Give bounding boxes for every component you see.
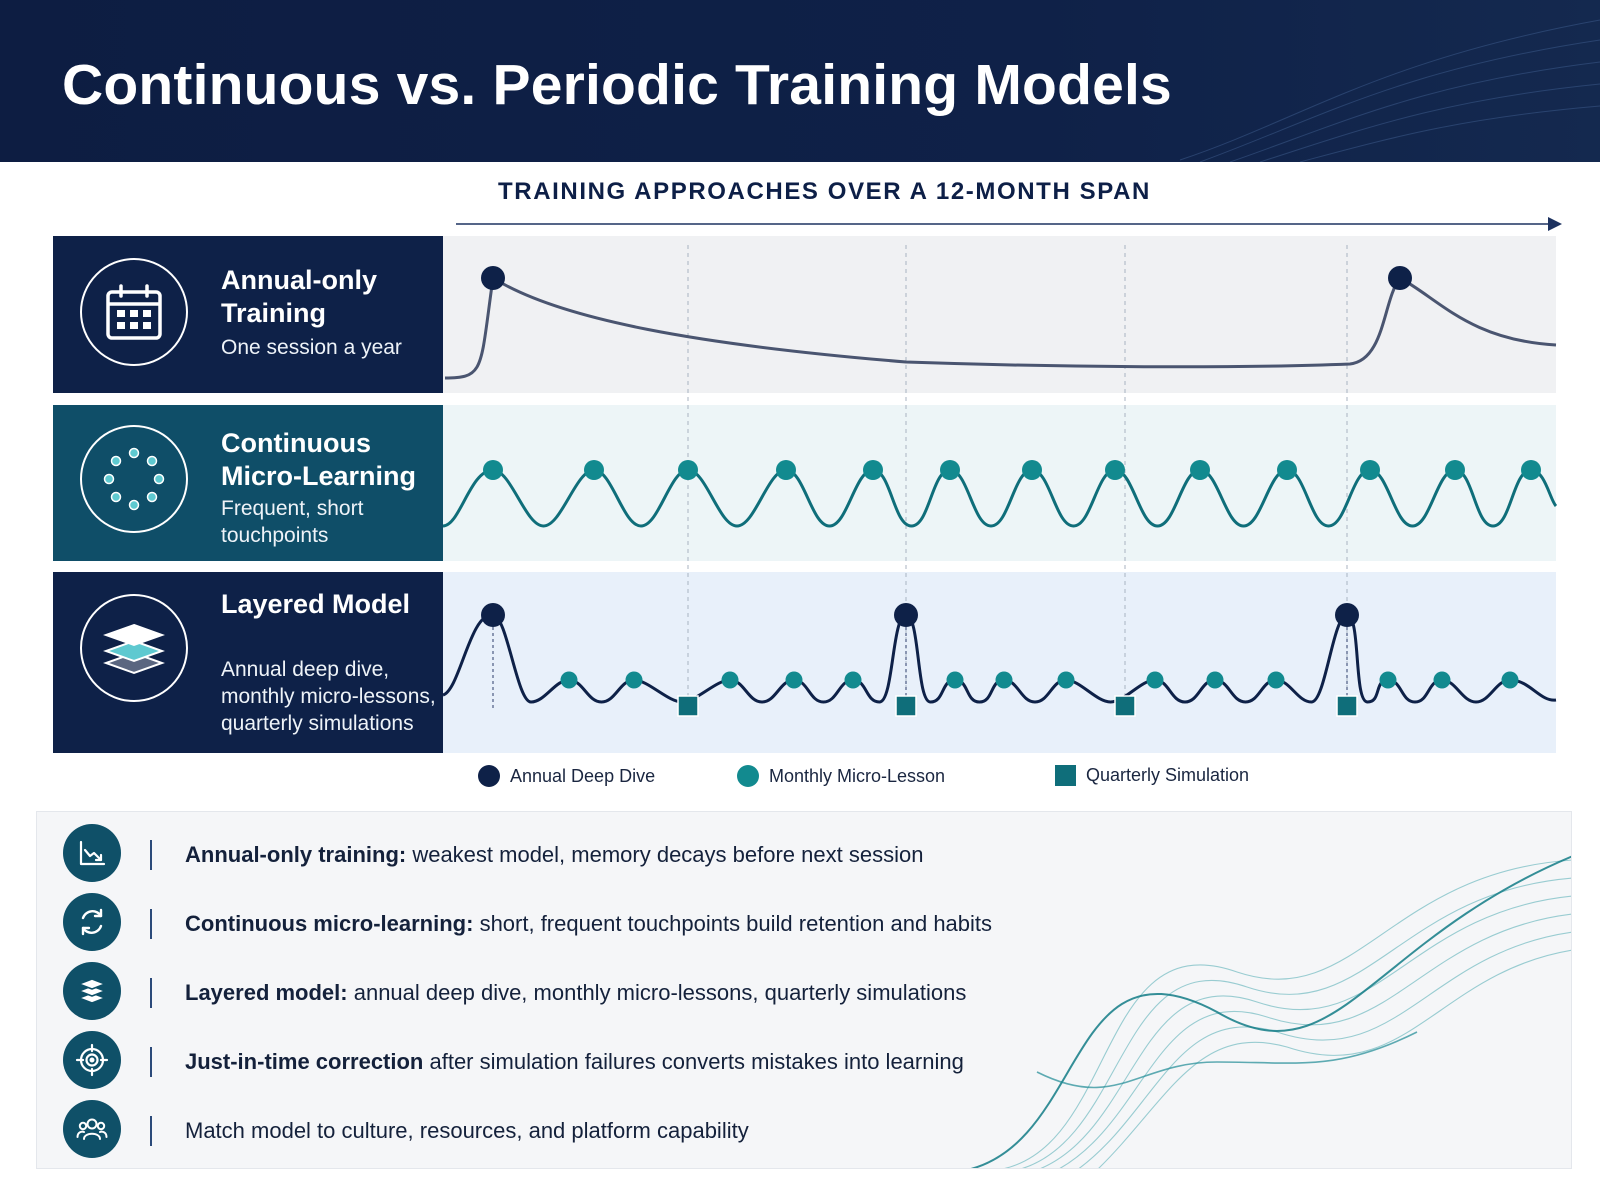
legend-quarterly-marker — [1055, 765, 1076, 786]
target-icon — [63, 1031, 121, 1089]
micro-lesson-dot — [946, 671, 964, 689]
timeline-arrow — [456, 217, 1562, 231]
micro-lesson-dot — [844, 671, 862, 689]
header-wave-decoration — [1179, 19, 1600, 162]
summary-text-match: Match model to culture, resources, and p… — [185, 1118, 749, 1143]
header-banner: Continuous vs. Periodic Training Models — [0, 0, 1600, 162]
quarterly-simulation-square — [1114, 695, 1136, 717]
quarterly-simulation-square — [677, 695, 699, 717]
layered-model-wave — [442, 613, 1557, 704]
layered-row-band — [443, 572, 1556, 753]
layers-icon — [63, 962, 121, 1020]
dotted-circle-icon — [80, 425, 188, 533]
micro-lesson-dot — [483, 460, 503, 480]
continuous-learning-subtitle: Frequent, short touchpoints — [221, 497, 364, 547]
summary-panel: Annual-only training: weakest model, mem… — [36, 811, 1572, 1169]
continuous-learning-wave — [442, 468, 1558, 528]
legend-quarterly-label: Quarterly Simulation — [1086, 765, 1250, 785]
summary-text-layered: Layered model: annual deep dive, monthly… — [185, 980, 967, 1005]
legend-annual-marker — [478, 765, 500, 787]
cycle-arrows-icon — [63, 893, 121, 951]
micro-lesson-dot — [863, 460, 883, 480]
micro-lesson-dot — [1190, 460, 1210, 480]
micro-lesson-dot — [1267, 671, 1285, 689]
micro-lesson-dot — [1022, 460, 1042, 480]
micro-lesson-dot — [560, 671, 578, 689]
summary-divider — [150, 978, 152, 1008]
continuous-learning-title: Continuous Micro-Learning — [221, 428, 417, 491]
annual-retention-curve — [444, 275, 1557, 380]
micro-lesson-dot — [1146, 671, 1164, 689]
timeline-title: TRAINING APPROACHES OVER A 12-MONTH SPAN — [498, 178, 1151, 205]
micro-lesson-dot — [1379, 671, 1397, 689]
summary-text-continuous: Continuous micro-learning: short, freque… — [185, 911, 993, 936]
calendar-icon — [80, 258, 188, 366]
summary-divider — [150, 1116, 152, 1146]
micro-lesson-dot — [785, 671, 803, 689]
people-group-icon — [63, 1100, 121, 1158]
micro-lesson-dot — [1445, 460, 1465, 480]
micro-lesson-dot — [721, 671, 739, 689]
continuous-row-band — [443, 405, 1556, 561]
annual-session-dot — [1388, 266, 1412, 290]
layered-model-title: Layered Model — [221, 589, 411, 619]
training-timeline-chart — [442, 245, 1558, 717]
continuous-learning-panel: Continuous Micro-Learning Frequent, shor… — [53, 405, 443, 561]
summary-text-correction: Just-in-time correction after simulation… — [185, 1049, 964, 1074]
legend-annual: Annual Deep Dive — [478, 765, 655, 787]
page-title: Continuous vs. Periodic Training Models — [62, 53, 1172, 117]
micro-lesson-dot — [1277, 460, 1297, 480]
micro-lesson-dot — [1433, 671, 1451, 689]
declining-chart-icon — [63, 824, 121, 882]
micro-lesson-dot — [1057, 671, 1075, 689]
annual-deep-dive-dot — [894, 603, 918, 627]
micro-lesson-dot — [678, 460, 698, 480]
micro-lesson-dot — [584, 460, 604, 480]
annual-session-dot — [481, 266, 505, 290]
summary-divider — [150, 840, 152, 870]
legend-monthly-label: Monthly Micro-Lesson — [769, 765, 946, 786]
legend-annual-label: Annual Deep Dive — [510, 765, 656, 786]
quarterly-simulation-square — [895, 695, 917, 717]
annual-deep-dive-dot — [1335, 603, 1359, 627]
layered-model-subtitle: Annual deep dive, monthly micro-lessons,… — [221, 658, 436, 735]
annual-training-title: Annual-only Training — [221, 265, 377, 328]
legend-monthly-marker — [737, 765, 759, 787]
summary-divider — [150, 1047, 152, 1077]
legend-quarterly: Quarterly Simulation — [1055, 765, 1249, 786]
micro-lesson-dot — [625, 671, 643, 689]
micro-lesson-dot — [1501, 671, 1519, 689]
micro-lesson-dot — [1521, 460, 1541, 480]
summary-text-annual: Annual-only training: weakest model, mem… — [185, 842, 924, 867]
layers-icon — [80, 594, 188, 702]
decorative-wave-lines — [970, 855, 1571, 1168]
summary-divider — [150, 909, 152, 939]
annual-training-subtitle: One session a year — [221, 336, 402, 359]
legend-monthly: Monthly Micro-Lesson — [737, 765, 945, 787]
micro-lesson-dot — [940, 460, 960, 480]
micro-lesson-dot — [1360, 460, 1380, 480]
annual-training-panel: Annual-only Training One session a year — [53, 236, 443, 393]
micro-lesson-dot — [1206, 671, 1224, 689]
micro-lesson-dot — [776, 460, 796, 480]
micro-lesson-dot — [995, 671, 1013, 689]
micro-lesson-dot — [1105, 460, 1125, 480]
layered-model-panel: Layered Model Annual deep dive, monthly … — [53, 572, 443, 753]
annual-deep-dive-dot — [481, 603, 505, 627]
quarterly-simulation-square — [1336, 695, 1358, 717]
annual-row-band — [443, 236, 1556, 393]
